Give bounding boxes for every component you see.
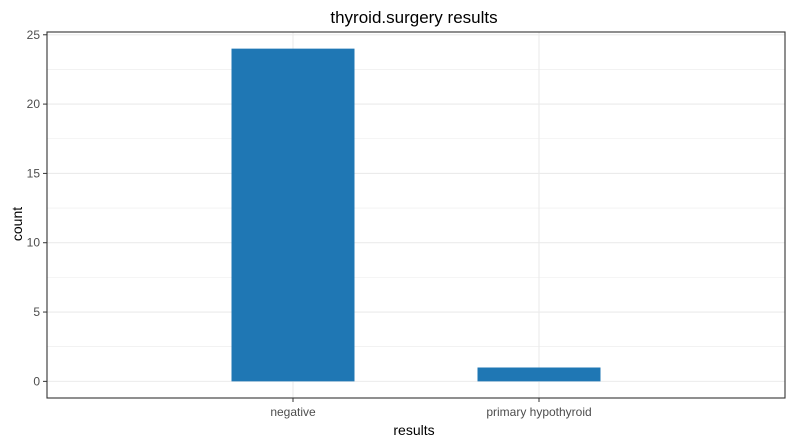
y-tick-label: 0 xyxy=(33,374,40,388)
x-axis: negative primary hypothyroid xyxy=(270,398,592,419)
bar-primary-hypothyroid xyxy=(477,367,601,382)
y-tick-label: 15 xyxy=(27,166,41,180)
y-tick-label: 25 xyxy=(27,28,41,42)
plot-panel-border xyxy=(46,31,786,399)
x-axis-title: results xyxy=(393,422,434,438)
y-tick-label: 20 xyxy=(27,97,41,111)
bar-negative xyxy=(231,48,355,382)
grid-lines xyxy=(47,32,785,398)
x-tick-label: negative xyxy=(270,405,316,419)
y-tick-label: 10 xyxy=(27,236,41,250)
bars xyxy=(231,48,601,382)
y-axis: 0 5 10 15 20 25 xyxy=(27,28,47,388)
chart-title: thyroid.surgery results xyxy=(330,8,497,27)
y-axis-title: count xyxy=(9,207,25,241)
x-tick-label: primary hypothyroid xyxy=(486,405,591,419)
y-tick-label: 5 xyxy=(33,305,40,319)
